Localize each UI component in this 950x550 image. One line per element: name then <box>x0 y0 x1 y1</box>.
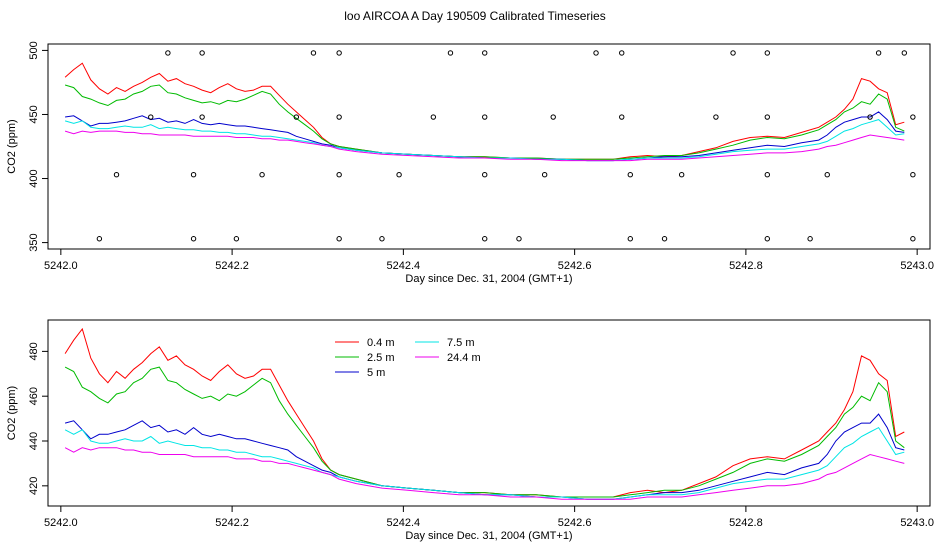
marker-point <box>875 50 882 56</box>
marker-point <box>619 114 625 120</box>
panel-2: 5242.0 5242.2 5242.4 5242.6 5242.8 5243.0 420 4… <box>6 319 934 542</box>
x-tick-label: 5242.4 <box>387 517 421 529</box>
y-tick-label: 400 <box>28 169 40 187</box>
marker-point <box>730 50 736 56</box>
x-tick-label: 5242.6 <box>558 260 592 272</box>
marker-point <box>199 114 205 120</box>
marker-point <box>910 171 916 178</box>
y-tick-label: 450 <box>28 105 40 123</box>
marker-point <box>165 50 171 56</box>
figure-title: loo AIRCOA A Day 190509 Calibrated Times… <box>344 9 605 23</box>
marker-point <box>678 171 685 178</box>
x-tick-label: 5242.6 <box>558 517 592 529</box>
marker-point <box>430 114 437 120</box>
marker-point <box>867 114 873 120</box>
x-tick-label: 5242.0 <box>44 517 78 529</box>
marker-point <box>627 236 633 242</box>
marker-point <box>593 50 599 56</box>
x-axis-label: Day since Dec. 31, 2004 (GMT+1) <box>405 530 572 542</box>
marker-point <box>190 171 197 178</box>
marker-point <box>336 50 342 56</box>
y-tick-label: 480 <box>28 342 40 360</box>
x-tick-label: 5242.8 <box>729 260 763 272</box>
marker-point <box>901 50 908 56</box>
panel-1: 5242.0 5242.2 5242.4 5242.6 5242.8 5243.0 350 4… <box>6 41 934 285</box>
legend-label: 2.5 m <box>367 352 395 364</box>
legend: 0.4 m 2.5 m 5 m 7.5 m 24.4 m <box>335 337 481 379</box>
series-line-2-5-m <box>64 84 905 160</box>
x-tick-label: 5243.0 <box>900 517 934 529</box>
marker-point <box>824 171 830 178</box>
marker-point <box>233 236 240 242</box>
x-tick-label: 5242.0 <box>44 260 78 272</box>
marker-point <box>807 236 813 242</box>
marker-point <box>336 171 342 178</box>
y-axis-label: CO2 (ppm) <box>6 386 18 440</box>
x-tick-label: 5242.8 <box>729 517 763 529</box>
marker-point <box>910 114 916 120</box>
marker-point <box>482 50 488 56</box>
marker-point <box>293 114 300 120</box>
plot-frame <box>47 43 931 250</box>
y-axis-label: CO2 (ppm) <box>6 119 18 173</box>
plot-frame <box>47 319 931 507</box>
y-tick-label: 420 <box>28 477 40 495</box>
marker-point <box>910 236 916 242</box>
legend-label: 0.4 m <box>367 337 395 349</box>
marker-point <box>713 114 719 120</box>
marker-point <box>619 50 625 56</box>
series-line-7-5-m <box>64 426 905 500</box>
marker-point <box>447 50 454 56</box>
series-line-24-4-m <box>64 130 905 162</box>
marker-point <box>379 236 385 242</box>
y-tick-label: 440 <box>28 432 40 450</box>
marker-point <box>764 171 771 178</box>
marker-point <box>661 236 668 242</box>
marker-point <box>627 171 633 178</box>
legend-label: 5 m <box>367 367 385 379</box>
series-line-0-4-m <box>64 327 905 498</box>
x-tick-label: 5242.4 <box>387 260 421 272</box>
y-tick-label: 460 <box>28 387 40 405</box>
marker-point <box>310 50 317 56</box>
series-line-7-5-m <box>64 119 905 162</box>
x-tick-label: 5242.2 <box>215 260 249 272</box>
marker-point <box>482 171 488 178</box>
y-tick-label: 500 <box>28 41 40 59</box>
marker-point <box>336 236 342 242</box>
marker-point <box>336 114 342 120</box>
marker-point <box>259 171 265 178</box>
marker-point <box>396 171 402 178</box>
marker-point <box>148 114 154 120</box>
series-line-5-m <box>64 413 905 500</box>
marker-point <box>764 50 771 56</box>
series-line-2-5-m <box>64 366 905 498</box>
y-tick-label: 350 <box>28 233 40 251</box>
series-line-24-4-m <box>64 447 905 500</box>
marker-point <box>199 50 205 56</box>
marker-point <box>541 171 548 178</box>
x-axis-label: Day since Dec. 31, 2004 (GMT+1) <box>405 273 572 285</box>
marker-point <box>764 114 771 120</box>
marker-point <box>482 236 488 242</box>
marker-point <box>482 114 488 120</box>
marker-point <box>516 236 522 242</box>
x-tick-label: 5243.0 <box>900 260 934 272</box>
series-line-0-4-m <box>64 62 905 160</box>
marker-point <box>113 171 120 178</box>
legend-label: 24.4 m <box>447 352 481 364</box>
marker-point <box>96 236 103 242</box>
legend-label: 7.5 m <box>447 337 475 349</box>
x-tick-label: 5242.2 <box>215 517 249 529</box>
marker-point <box>190 236 197 242</box>
marker-point <box>764 236 771 242</box>
marker-point <box>550 114 556 120</box>
